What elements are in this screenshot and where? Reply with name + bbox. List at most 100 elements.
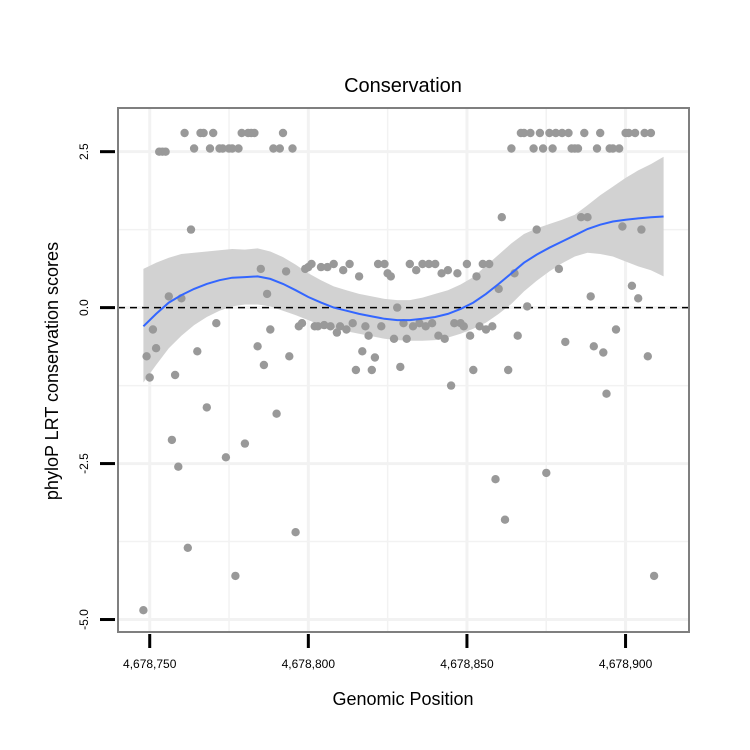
data-point (348, 319, 357, 328)
data-point (278, 128, 288, 138)
data-point (332, 328, 342, 337)
data-point (618, 222, 627, 231)
data-point (554, 264, 564, 274)
data-point (523, 302, 532, 311)
data-point (519, 128, 529, 138)
data-point (145, 373, 154, 382)
data-point (634, 294, 643, 303)
data-point (431, 259, 440, 269)
data-point (269, 144, 278, 153)
data-point (386, 272, 395, 281)
data-point (421, 322, 430, 331)
data-point (586, 292, 595, 301)
data-point (538, 144, 548, 153)
data-point (180, 128, 189, 138)
data-point (488, 322, 497, 331)
data-point (573, 144, 583, 153)
data-point (297, 319, 307, 328)
data-point (405, 259, 414, 269)
y-tick-label: -2.5 (77, 453, 91, 474)
x-axis: 4,678,750 4,678,800 4,678,850 4,678,900 (123, 634, 653, 671)
x-tick-label: 4,678,900 (599, 657, 653, 671)
data-point (148, 325, 158, 334)
data-point (291, 528, 300, 537)
data-point (532, 225, 541, 234)
data-point (545, 128, 554, 138)
data-point (440, 334, 449, 343)
data-point (345, 259, 354, 269)
data-point (475, 322, 484, 331)
data-point (596, 128, 605, 138)
data-point (342, 325, 351, 334)
data-point (427, 319, 437, 328)
data-point (358, 347, 367, 356)
data-point (446, 381, 456, 390)
data-point (462, 259, 472, 269)
data-point (437, 269, 446, 278)
data-point (285, 352, 294, 361)
data-point (266, 325, 275, 334)
data-point (513, 331, 522, 340)
y-axis: -5.0 -2.5 0.0 2.5 (77, 143, 115, 630)
data-point (272, 409, 281, 418)
data-point (576, 213, 586, 222)
data-point (424, 259, 434, 269)
data-point (167, 435, 177, 445)
data-point (415, 319, 424, 328)
data-point (627, 281, 637, 290)
data-point (161, 147, 170, 156)
data-point (396, 362, 405, 372)
data-point (551, 128, 560, 138)
data-point (288, 144, 297, 153)
data-point (259, 360, 269, 370)
data-point (202, 403, 211, 412)
data-point (329, 259, 338, 269)
data-point (500, 515, 510, 524)
data-point (250, 128, 259, 138)
data-point (151, 344, 161, 353)
data-point (231, 571, 240, 581)
data-point (281, 267, 291, 276)
data-point (564, 128, 573, 138)
data-point (630, 128, 640, 138)
data-point (592, 144, 602, 153)
data-point (602, 389, 611, 398)
data-point (542, 468, 551, 478)
data-point (326, 322, 335, 331)
data-point (209, 128, 218, 138)
data-point (139, 606, 148, 615)
data-point (615, 144, 624, 153)
data-point (608, 144, 618, 153)
data-point (611, 325, 621, 334)
data-point (589, 342, 598, 351)
data-point (262, 289, 272, 299)
y-axis-label: phyloP LRT conservation scores (42, 242, 62, 500)
plot-panel (118, 108, 689, 632)
data-point (643, 352, 652, 361)
data-point (142, 352, 151, 361)
data-point (221, 453, 231, 462)
data-point (561, 337, 570, 347)
data-point (459, 322, 468, 331)
data-point (228, 144, 237, 153)
data-point (189, 144, 199, 153)
data-point (408, 322, 418, 331)
data-point (361, 322, 370, 331)
data-point (313, 322, 323, 331)
x-tick-label: 4,678,850 (440, 657, 494, 671)
data-point (256, 264, 265, 274)
data-point (186, 225, 196, 234)
data-point (481, 325, 491, 334)
data-point (434, 331, 443, 340)
data-point (646, 128, 656, 138)
data-point (323, 262, 332, 272)
data-point (335, 322, 345, 331)
data-point (237, 128, 246, 138)
data-point (393, 303, 402, 312)
data-point (402, 334, 411, 343)
data-point (170, 370, 180, 380)
data-point (354, 272, 364, 281)
chart-title: Conservation (344, 75, 462, 97)
data-point (218, 144, 227, 153)
